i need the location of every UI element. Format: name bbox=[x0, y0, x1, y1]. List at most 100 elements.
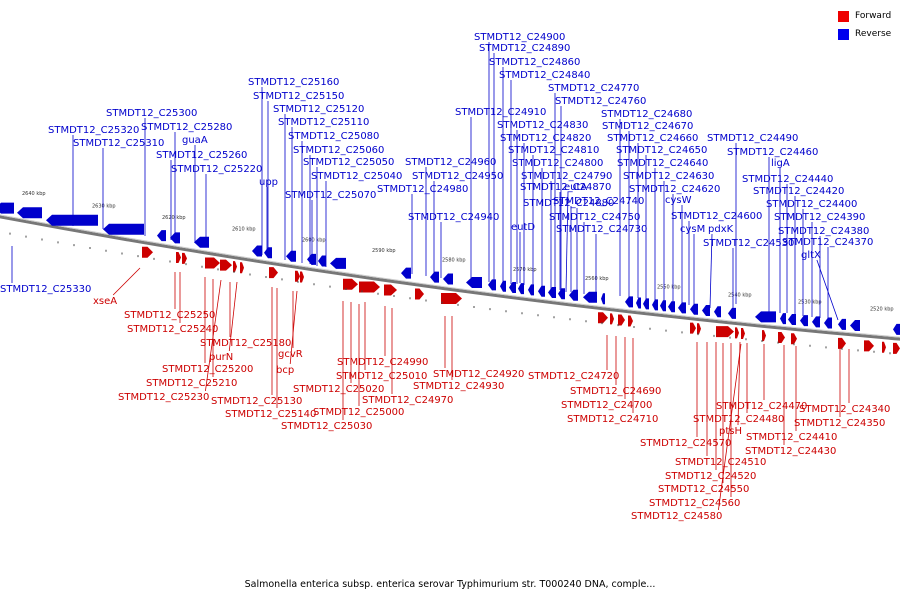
reverse-gene-label: STMDT12_C25320 bbox=[48, 125, 139, 136]
forward-gene-arrow bbox=[735, 327, 739, 339]
reverse-gene-label: STMDT12_C24600 bbox=[671, 211, 762, 222]
forward-gene-arrow bbox=[838, 337, 846, 349]
reverse-gene-label: STMDT12_C24390 bbox=[774, 212, 865, 223]
forward-gene-label: STMDT12_C25230 bbox=[118, 392, 209, 403]
forward-gene-label: STMDT12_C24430 bbox=[745, 446, 836, 457]
forward-gene-arrow bbox=[697, 323, 701, 335]
reverse-gene-arrow bbox=[850, 320, 860, 332]
forward-gene-arrow bbox=[882, 341, 886, 353]
forward-gene-arrow bbox=[716, 326, 734, 338]
legend-forward: Forward bbox=[838, 8, 891, 24]
reverse-gene-label: gltX bbox=[801, 250, 821, 261]
reverse-gene-arrow bbox=[330, 257, 346, 269]
reverse-gene-arrow bbox=[652, 299, 658, 311]
forward-gene-arrow bbox=[182, 252, 187, 264]
reverse-gene-label: STMDT12_C24750 bbox=[549, 212, 640, 223]
reverse-gene-label: STMDT12_C24880 bbox=[523, 198, 614, 209]
forward-gene-label: STMDT12_C24720 bbox=[528, 371, 619, 382]
forward-gene-label: purN bbox=[209, 352, 233, 363]
forward-gene-arrow bbox=[598, 312, 608, 324]
scale-label: 2630 kbp bbox=[92, 203, 116, 209]
reverse-gene-label: STMDT12_C24660 bbox=[607, 133, 698, 144]
forward-gene-label: STMDT12_C25140 bbox=[225, 409, 316, 420]
reverse-gene-label: upp bbox=[259, 177, 278, 188]
forward-gene-label: STMDT12_C24580 bbox=[631, 511, 722, 522]
reverse-gene-label: STMDT12_C25300 bbox=[106, 108, 197, 119]
scale-label: 2570 kbp bbox=[513, 267, 537, 273]
reverse-gene-label: STMDT12_C24770 bbox=[548, 83, 639, 94]
forward-gene-label: STMDT12_C24560 bbox=[649, 498, 740, 509]
reverse-gene-label: STMDT12_C25220 bbox=[171, 164, 262, 175]
reverse-gene-label: STMDT12_C24630 bbox=[623, 171, 714, 182]
forward-gene-arrow bbox=[610, 313, 614, 325]
reverse-gene-label: STMDT12_C24440 bbox=[742, 174, 833, 185]
reverse-gene-arrow bbox=[636, 297, 641, 309]
scale-label: 2640 kbp bbox=[22, 191, 46, 197]
scale-label: 2550 kbp bbox=[657, 285, 681, 291]
reverse-gene-arrow bbox=[800, 315, 808, 327]
reverse-gene-label: STMDT12_C24950 bbox=[412, 171, 503, 182]
reverse-gene-label: STMDT12_C24670 bbox=[602, 121, 693, 132]
reverse-gene-arrow bbox=[678, 302, 686, 314]
forward-gene-label: STMDT12_C24480 bbox=[693, 414, 784, 425]
reverse-gene-label: STMDT12_C24740 bbox=[553, 196, 644, 207]
forward-leader-line bbox=[718, 343, 742, 511]
reverse-gene-label: STMDT12_C24870 bbox=[520, 182, 611, 193]
forward-gene-arrow bbox=[295, 270, 300, 282]
reverse-gene-label: pdxK bbox=[708, 224, 734, 235]
legend: Forward Reverse bbox=[838, 8, 891, 44]
reverse-gene-label: ligA bbox=[771, 158, 790, 169]
forward-gene-label: STMDT12_C25180 bbox=[200, 338, 291, 349]
forward-gene-label: STMDT12_C25010 bbox=[336, 371, 427, 382]
forward-gene-label: STMDT12_C24340 bbox=[799, 404, 890, 415]
reverse-gene-label: STMDT12_C24980 bbox=[377, 184, 468, 195]
reverse-gene-label: STMDT12_C24380 bbox=[778, 226, 869, 237]
forward-gene-arrow bbox=[741, 327, 745, 339]
forward-gene-label: STMDT12_C24570 bbox=[640, 438, 731, 449]
reverse-gene-arrow bbox=[518, 283, 524, 295]
reverse-gene-arrow bbox=[500, 280, 506, 292]
reverse-gene-label: STMDT12_C25110 bbox=[278, 117, 369, 128]
reverse-gene-arrow bbox=[538, 285, 545, 297]
scale-label: 2530 kbp bbox=[798, 300, 822, 306]
reverse-gene-arrow bbox=[755, 311, 776, 323]
forward-gene-label: xseA bbox=[93, 296, 117, 307]
forward-gene-arrow bbox=[269, 267, 278, 279]
reverse-gene-arrow bbox=[466, 276, 482, 288]
reverse-leader-line bbox=[565, 191, 569, 293]
gene-arrows bbox=[0, 202, 900, 355]
forward-gene-label: STMDT12_C25000 bbox=[313, 407, 404, 418]
reverse-gene-arrow bbox=[488, 279, 496, 291]
reverse-gene-arrow bbox=[307, 253, 316, 265]
scale-label: 2620 kbp bbox=[162, 215, 186, 221]
reverse-gene-arrow bbox=[0, 202, 14, 214]
reverse-gene-arrow bbox=[838, 318, 846, 330]
reverse-gene-label: STMDT12_C25070 bbox=[285, 190, 376, 201]
scale-label: 2560 kbp bbox=[585, 276, 609, 282]
forward-gene-label: STMDT12_C25210 bbox=[146, 378, 237, 389]
forward-gene-label: STMDT12_C25200 bbox=[162, 364, 253, 375]
scale-labels: 2640 kbp 2630 kbp 2620 kbp 2610 kbp 2600 kbp… bbox=[22, 191, 894, 313]
reverse-gene-arrow bbox=[318, 255, 326, 267]
reverse-gene-arrow bbox=[528, 284, 534, 296]
reverse-gene-label: STMDT12_C25080 bbox=[288, 131, 379, 142]
leader-lines bbox=[11, 42, 850, 511]
reverse-gene-label: STMDT12_C24370 bbox=[782, 237, 873, 248]
forward-leader-line bbox=[289, 290, 298, 365]
reverse-gene-arrow bbox=[643, 298, 649, 310]
reverse-gene-label: STMDT12_C24400 bbox=[766, 199, 857, 210]
scale-label: 2600 kbp bbox=[302, 237, 326, 243]
reverse-gene-label: guaA bbox=[182, 135, 208, 146]
reverse-gene-arrow bbox=[17, 207, 42, 219]
forward-gene-label: gcvR bbox=[278, 349, 303, 360]
forward-gene-arrow bbox=[176, 251, 181, 263]
reverse-gene-arrow bbox=[660, 300, 666, 312]
reverse-gene-label: STMDT12_C24490 bbox=[707, 133, 798, 144]
genome-backbone bbox=[0, 215, 900, 341]
reverse-gene-arrow bbox=[668, 301, 675, 313]
forward-gene-label: STMDT12_C24920 bbox=[433, 369, 524, 380]
reverse-gene-arrow bbox=[569, 289, 578, 301]
forward-gene-label: ptsH bbox=[719, 426, 742, 437]
